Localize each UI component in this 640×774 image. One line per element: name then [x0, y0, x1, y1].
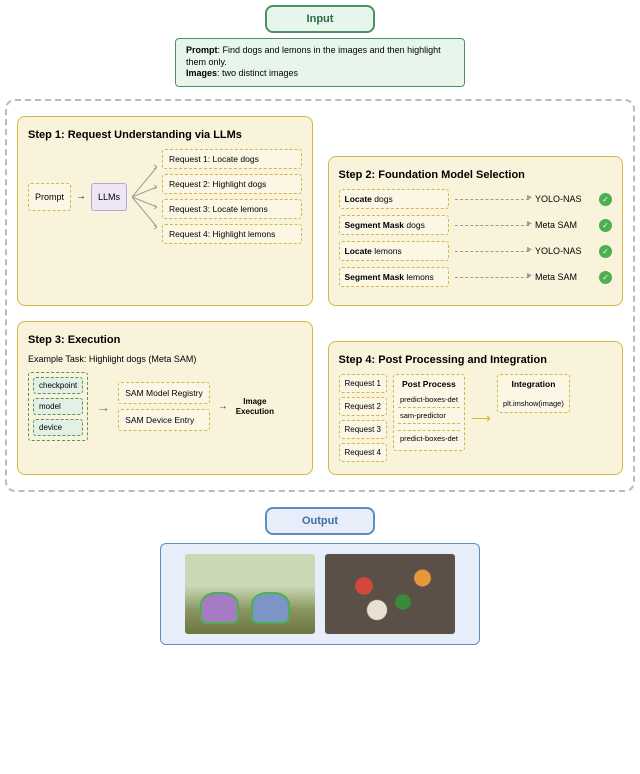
step4-integration: Integration plt.imshow(image) [497, 374, 570, 413]
input-content: Prompt: Find dogs and lemons in the imag… [175, 38, 465, 87]
arrow-icon: ⟶ [471, 410, 491, 427]
step3-box: Step 3: Execution Example Task: Highligh… [17, 321, 313, 475]
arrow-icon [455, 251, 530, 252]
step4-title: Step 4: Post Processing and Integration [339, 354, 613, 366]
step4-req4: Request 4 [339, 443, 387, 462]
prompt-key: Prompt [186, 45, 218, 55]
s2r2-bold: Segment Mask [345, 220, 405, 230]
s2r3-rest: lemons [372, 246, 402, 256]
step3-inputs: checkpoint model device [28, 372, 88, 441]
s2r1-rest: dogs [372, 194, 393, 204]
check-icon: ✓ [599, 219, 612, 232]
images-text: : two distinct images [217, 68, 298, 78]
s2r4-model: Meta SAM [535, 272, 593, 282]
s2r1-model: YOLO-NAS [535, 194, 593, 204]
int-title: Integration [511, 379, 555, 389]
step1-requests: Request 1: Locate dogs Request 2: Highli… [162, 149, 301, 244]
arrow-icon: → [218, 401, 228, 412]
step3-device-entry: SAM Device Entry [118, 409, 209, 431]
check-icon: ✓ [599, 271, 612, 284]
input-label: Input [265, 5, 375, 33]
step2-row1: Locate dogs YOLO-NAS ✓ [339, 189, 613, 209]
step4-req2: Request 2 [339, 397, 387, 416]
step1-box: Step 1: Request Understanding via LLMs P… [17, 116, 313, 306]
output-content [160, 543, 480, 645]
step4-req1: Request 1 [339, 374, 387, 393]
step4-box: Step 4: Post Processing and Integration … [328, 341, 624, 475]
pp-item2: sam-predictor [398, 408, 460, 424]
output-image-1 [185, 554, 315, 634]
s2r3-model: YOLO-NAS [535, 246, 593, 256]
arrow-icon [455, 225, 530, 226]
step3-device: device [33, 419, 83, 436]
s2r4-bold: Segment Mask [345, 272, 405, 282]
step1-req3: Request 3: Locate lemons [162, 199, 301, 219]
images-key: Images [186, 68, 217, 78]
step3-checkpoint: checkpoint [33, 377, 83, 394]
arrow-icon [455, 277, 530, 278]
pp-title: Post Process [398, 379, 460, 389]
prompt-text: : Find dogs and lemons in the images and… [186, 45, 441, 67]
step4-req3: Request 3 [339, 420, 387, 439]
s2r1-bold: Locate [345, 194, 372, 204]
int-value: plt.imshow(image) [503, 399, 564, 408]
check-icon: ✓ [599, 245, 612, 258]
arrow-icon: → [96, 399, 110, 415]
step2-row4: Segment Mask lemons Meta SAM ✓ [339, 267, 613, 287]
s2r2-rest: dogs [404, 220, 425, 230]
step1-prompt-node: Prompt [28, 183, 71, 211]
s3-out-l2: Execution [236, 407, 274, 416]
step1-req4: Request 4: Highlight lemons [162, 224, 301, 244]
diagram-container: Input Prompt: Find dogs and lemons in th… [0, 0, 640, 650]
pp-item4: predict-boxes-det [398, 431, 460, 446]
s2r2-model: Meta SAM [535, 220, 593, 230]
s2r4-rest: lemons [404, 272, 434, 282]
step3-output: Image Execution [236, 397, 274, 416]
step1-req2: Request 2: Highlight dogs [162, 174, 301, 194]
step3-registry: SAM Model Registry [118, 382, 209, 404]
arrow-icon: → [76, 191, 86, 202]
step2-box: Step 2: Foundation Model Selection Locat… [328, 156, 624, 306]
step2-row3: Locate lemons YOLO-NAS ✓ [339, 241, 613, 261]
s3-out-l1: Image [243, 397, 266, 406]
step2-title: Step 2: Foundation Model Selection [339, 169, 613, 181]
fanout-lines [132, 157, 157, 237]
check-icon: ✓ [599, 193, 612, 206]
step3-title: Step 3: Execution [28, 334, 302, 346]
step3-subtitle: Example Task: Highlight dogs (Meta SAM) [28, 354, 302, 364]
step4-postprocess: Post Process predict-boxes-det sam-predi… [393, 374, 465, 451]
pp-item3 [398, 424, 460, 431]
arrow-icon [455, 199, 530, 200]
step4-reqs: Request 1 Request 2 Request 3 Request 4 [339, 374, 387, 462]
step1-req1: Request 1: Locate dogs [162, 149, 301, 169]
step2-row2: Segment Mask dogs Meta SAM ✓ [339, 215, 613, 235]
main-steps-area: Step 1: Request Understanding via LLMs P… [5, 99, 635, 492]
step3-mids: SAM Model Registry SAM Device Entry [118, 382, 209, 431]
step1-title: Step 1: Request Understanding via LLMs [28, 129, 302, 141]
output-label: Output [265, 507, 375, 535]
s2r3-bold: Locate [345, 246, 372, 256]
step1-llm-node: LLMs [91, 183, 127, 211]
step3-model: model [33, 398, 83, 415]
output-image-2 [325, 554, 455, 634]
pp-item1: predict-boxes-det [398, 392, 460, 408]
